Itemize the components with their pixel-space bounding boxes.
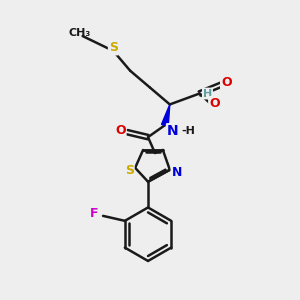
Text: H: H [203,88,212,98]
Text: O: O [115,124,126,137]
Text: O: O [209,97,220,110]
Text: N: N [167,124,178,138]
Text: N: N [172,166,182,179]
Polygon shape [161,104,170,126]
Text: S: S [109,41,118,55]
Text: O: O [221,76,232,89]
Text: F: F [90,207,98,220]
Text: CH₃: CH₃ [68,28,91,38]
Text: -H: -H [182,126,196,136]
Text: S: S [125,164,134,177]
